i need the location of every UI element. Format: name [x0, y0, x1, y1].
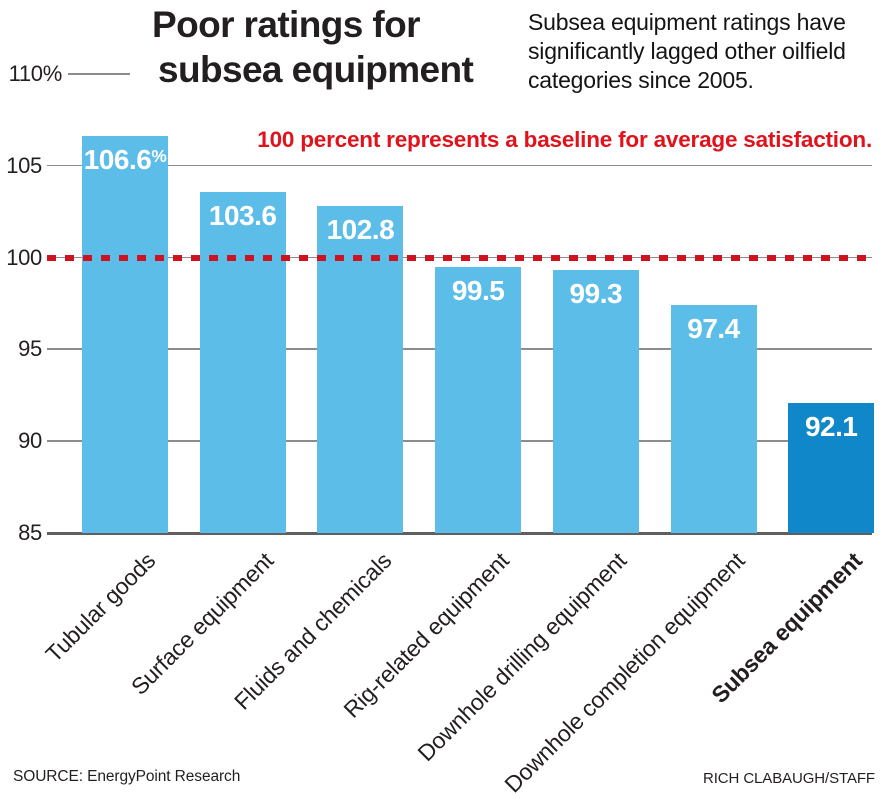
chart-subtitle-line2: significantly lagged other oilfield: [528, 38, 846, 64]
chart-title: Poor ratings for subsea equipment: [152, 2, 474, 92]
bar-fluids-and-chemicals: 102.8: [317, 206, 404, 533]
chart-title-line2: subsea equipment: [158, 49, 474, 90]
category-label-tubular-goods: Tubular goods: [40, 547, 161, 668]
source-credit: SOURCE: EnergyPoint Research: [13, 768, 241, 785]
y-tick-label-105: 105: [6, 152, 42, 178]
chart-subtitle-line3: categories since 2005.: [528, 67, 754, 93]
artist-credit: RICH CLABAUGH/STAFF: [702, 770, 875, 787]
bar-value-fluids-and-chemicals: 102.8: [326, 214, 395, 246]
bar-subsea-equipment: 92.1: [788, 402, 875, 533]
y-tick-label-100: 100: [6, 244, 42, 270]
bar-value-rig-related-equipment: 99.5: [451, 274, 505, 306]
chart-title-line1: Poor ratings for: [152, 4, 421, 45]
bar-downhole-drilling-equipment: 99.3: [552, 270, 639, 533]
bar-value-surface-equipment: 103.6: [208, 199, 277, 231]
bar-tubular-goods: 106.6%: [82, 136, 168, 533]
y-gridline-85: [47, 532, 872, 535]
y-tick-label-85: 85: [18, 520, 42, 545]
y-tick-label-95: 95: [18, 336, 42, 362]
bar-downhole-completion-equipment: 97.4: [670, 305, 757, 533]
bar-value-subsea-equipment: 92.1: [804, 410, 858, 442]
bar-value-tubular-goods: 106.6%: [83, 144, 167, 176]
bar-rig-related-equipment: 99.5: [435, 266, 522, 533]
y-gridline-105: [47, 164, 872, 167]
chart-subtitle: Subsea equipment ratings have significan…: [528, 8, 846, 95]
bar-value-downhole-completion-equipment: 97.4: [687, 313, 740, 345]
baseline-annotation: 100 percent represents a baseline for av…: [257, 127, 872, 152]
category-label-downhole-completion-equipment: Downhole completion equipment: [498, 547, 750, 798]
y-gridline-110: [68, 73, 130, 75]
y-tick-label-90: 90: [18, 428, 42, 454]
category-label-downhole-drilling-equipment: Downhole drilling equipment: [412, 547, 632, 767]
bar-surface-equipment: 103.6: [199, 191, 286, 533]
percent-sign: %: [151, 146, 167, 167]
reference-line-100-dashes: [47, 254, 872, 261]
chart-subtitle-line1: Subsea equipment ratings have: [528, 9, 846, 35]
bar-value-downhole-drilling-equipment: 99.3: [569, 278, 623, 310]
y-tick-label-110: 110%: [8, 61, 63, 86]
